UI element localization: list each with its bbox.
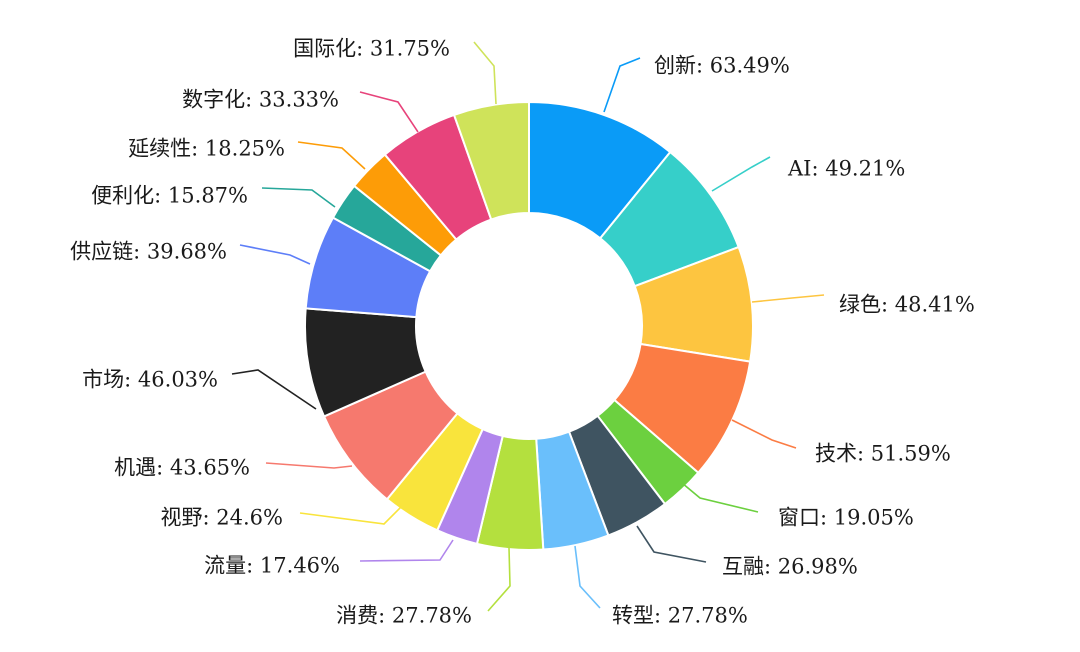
leader-line-3 bbox=[751, 294, 825, 303]
data-label-6: 互融: 26.98% bbox=[722, 555, 858, 579]
data-label-8: 消费: 27.78% bbox=[336, 604, 472, 628]
leader-line-9 bbox=[359, 539, 454, 562]
data-label-4: 技术: 51.59% bbox=[815, 442, 951, 466]
leader-line-8 bbox=[487, 547, 511, 612]
data-label-16: 数字化: 33.33% bbox=[182, 88, 339, 112]
leader-line-14 bbox=[261, 187, 336, 208]
data-label-10: 视野: 24.6% bbox=[161, 506, 283, 530]
leader-line-7 bbox=[574, 545, 601, 609]
leader-line-1 bbox=[603, 57, 641, 113]
data-label-13: 供应链: 39.68% bbox=[70, 240, 227, 264]
leader-line-5 bbox=[681, 482, 759, 513]
data-label-2: AI: 49.21% bbox=[787, 157, 905, 181]
data-label-9: 流量: 17.46% bbox=[204, 554, 340, 578]
leader-line-2 bbox=[711, 156, 771, 192]
data-label-12: 市场: 46.03% bbox=[82, 368, 218, 392]
leader-line-17 bbox=[473, 41, 497, 105]
data-label-11: 机遇: 43.65% bbox=[114, 456, 250, 480]
leader-line-15 bbox=[297, 141, 366, 170]
leader-line-13 bbox=[239, 244, 311, 265]
leader-line-4 bbox=[731, 419, 797, 449]
data-label-15: 延续性: 18.25% bbox=[128, 137, 285, 161]
leader-line-12 bbox=[231, 369, 317, 410]
data-label-7: 转型: 27.78% bbox=[612, 604, 748, 628]
slices-group bbox=[304, 101, 754, 551]
data-label-1: 创新: 63.49% bbox=[654, 54, 790, 78]
leader-line-6 bbox=[636, 525, 707, 563]
data-label-17: 国际化: 31.75% bbox=[293, 37, 450, 61]
leader-line-11 bbox=[265, 462, 353, 469]
data-label-3: 绿色: 48.41% bbox=[839, 293, 975, 317]
data-label-14: 便利化: 15.87% bbox=[91, 184, 248, 208]
data-label-5: 窗口: 19.05% bbox=[778, 506, 914, 530]
slice-17 bbox=[453, 101, 530, 221]
leader-line-10 bbox=[299, 506, 402, 525]
leader-lines-group bbox=[231, 41, 825, 612]
leader-line-16 bbox=[359, 91, 419, 133]
data-labels-group: 创新: 63.49% AI: 49.21% 绿色: 48.41% 技术: 51.59%… bbox=[70, 37, 975, 628]
